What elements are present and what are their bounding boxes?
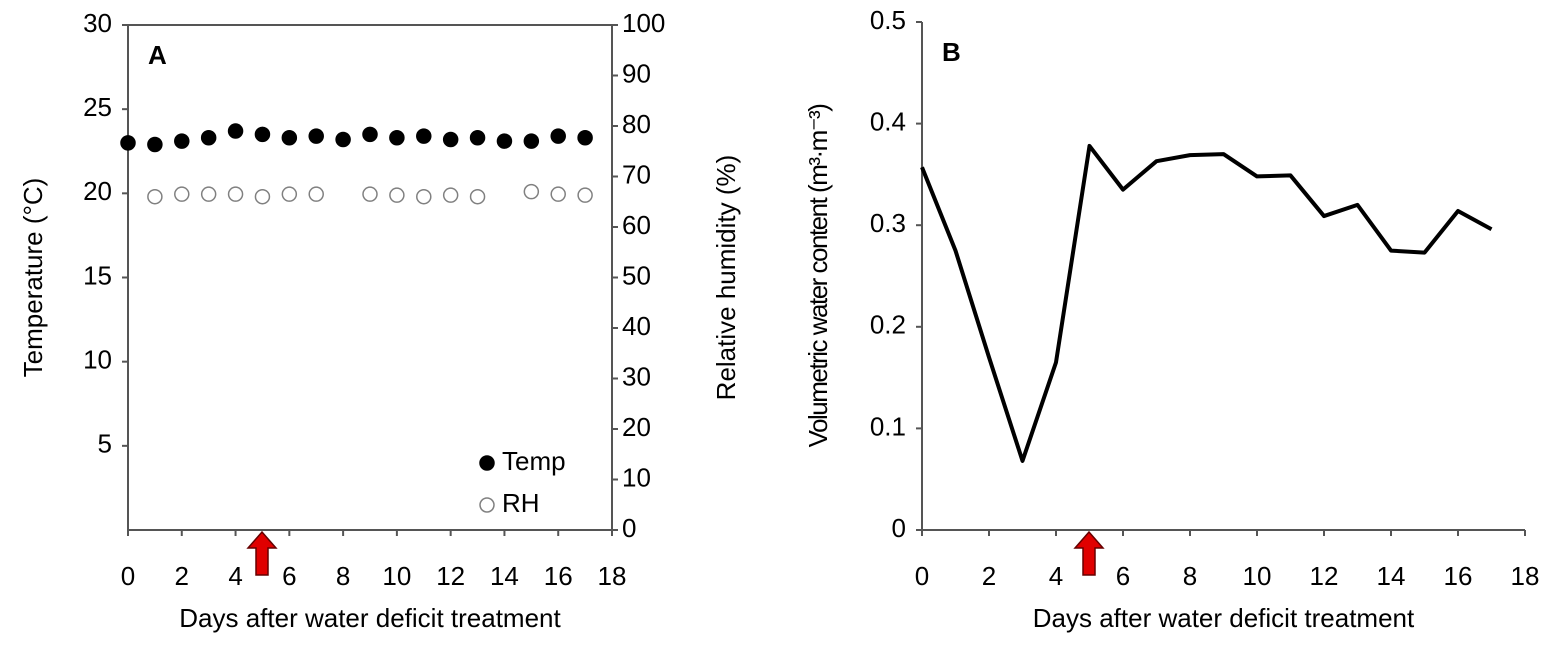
data-point: [174, 186, 190, 202]
y2-tick-label: 50: [622, 260, 651, 290]
y2-tick-label: 0: [622, 513, 636, 543]
x-tick-label: 8: [336, 561, 350, 591]
data-point: [469, 188, 486, 205]
data-point: [308, 186, 324, 202]
treatment-arrow: [246, 530, 278, 576]
x-tick-label: 6: [1116, 561, 1130, 591]
data-point: [147, 188, 163, 205]
x-tick-label: 2: [175, 561, 189, 591]
x-axis-title: Days after water deficit treatment: [1033, 603, 1415, 633]
data-point: [362, 126, 378, 143]
x-tick-label: 16: [544, 561, 573, 591]
y-tick-label: 30: [83, 8, 112, 38]
y-tick-label: 0.1: [870, 411, 906, 441]
data-point: [496, 133, 513, 149]
data-point: [147, 136, 163, 153]
y2-tick-label: 20: [622, 412, 651, 442]
x-tick-label: 16: [1444, 561, 1473, 591]
x-tick-label: 10: [1243, 561, 1272, 591]
x-tick-label: 2: [982, 561, 996, 591]
panel-label: A: [148, 40, 167, 70]
data-point: [550, 128, 566, 144]
y2-axis-title: Relative humidity (%): [711, 155, 741, 401]
y-axis-title: Temperature (°C): [18, 178, 48, 378]
x-axis-title: Days after water deficit treatment: [179, 603, 561, 633]
x-tick-label: 0: [121, 561, 135, 591]
y2-tick-label: 70: [622, 159, 651, 189]
data-point: [577, 187, 593, 203]
data-point: [523, 133, 540, 149]
y-tick-label: 25: [83, 92, 112, 122]
y-tick-label: 0.5: [870, 5, 906, 35]
data-point: [389, 187, 405, 203]
y2-tick-label: 80: [622, 109, 651, 139]
y2-tick-label: 60: [622, 210, 651, 240]
legend-marker: [479, 455, 495, 471]
legend-label: Temp: [502, 446, 566, 476]
data-point: [227, 123, 244, 139]
y2-tick-label: 90: [622, 58, 651, 88]
y-axis-title: Volumetric water content (m³·m⁻³): [803, 104, 833, 448]
data-point: [227, 186, 244, 202]
y-tick-label: 15: [83, 260, 112, 290]
data-point: [416, 188, 432, 205]
data-point: [469, 130, 486, 146]
x-tick-label: 0: [915, 561, 929, 591]
legend-marker: [479, 497, 495, 513]
data-point: [362, 186, 378, 202]
legend-label: RH: [502, 488, 540, 518]
x-tick-label: 18: [1511, 561, 1540, 591]
y-tick-label: 0: [892, 513, 906, 543]
y-tick-label: 0.3: [870, 208, 906, 238]
data-point: [550, 186, 566, 202]
data-point: [308, 128, 324, 144]
y2-tick-label: 100: [622, 8, 665, 38]
treatment-arrow: [1073, 530, 1105, 576]
data-point: [120, 135, 136, 151]
data-point: [335, 131, 351, 148]
x-tick-label: 12: [1310, 561, 1339, 591]
x-tick-label: 4: [228, 561, 242, 591]
data-point: [174, 133, 190, 149]
data-point: [442, 187, 459, 203]
data-point: [577, 130, 593, 146]
y-tick-label: 0.2: [870, 310, 906, 340]
y2-tick-label: 10: [622, 462, 651, 492]
panel-label: B: [942, 37, 961, 67]
data-point: [416, 128, 432, 144]
x-tick-label: 4: [1049, 561, 1063, 591]
data-point: [200, 186, 217, 202]
data-point: [389, 130, 405, 146]
y-tick-label: 0.4: [870, 106, 906, 136]
x-tick-label: 18: [598, 561, 627, 591]
data-point: [254, 126, 271, 143]
x-tick-label: 6: [282, 561, 296, 591]
y-tick-label: 10: [83, 345, 112, 375]
y2-tick-label: 30: [622, 361, 651, 391]
x-tick-label: 8: [1183, 561, 1197, 591]
data-point: [281, 186, 298, 202]
data-line: [920, 143, 1493, 463]
x-tick-label: 14: [490, 561, 519, 591]
y-tick-label: 20: [83, 176, 112, 206]
x-tick-label: 10: [382, 561, 411, 591]
data-point: [281, 130, 298, 146]
data-point: [523, 183, 540, 200]
y-tick-label: 5: [98, 429, 112, 459]
data-point: [200, 130, 217, 146]
y2-tick-label: 40: [622, 311, 651, 341]
x-tick-label: 14: [1377, 561, 1406, 591]
x-tick-label: 12: [436, 561, 465, 591]
data-point: [442, 131, 459, 148]
data-point: [254, 188, 271, 205]
